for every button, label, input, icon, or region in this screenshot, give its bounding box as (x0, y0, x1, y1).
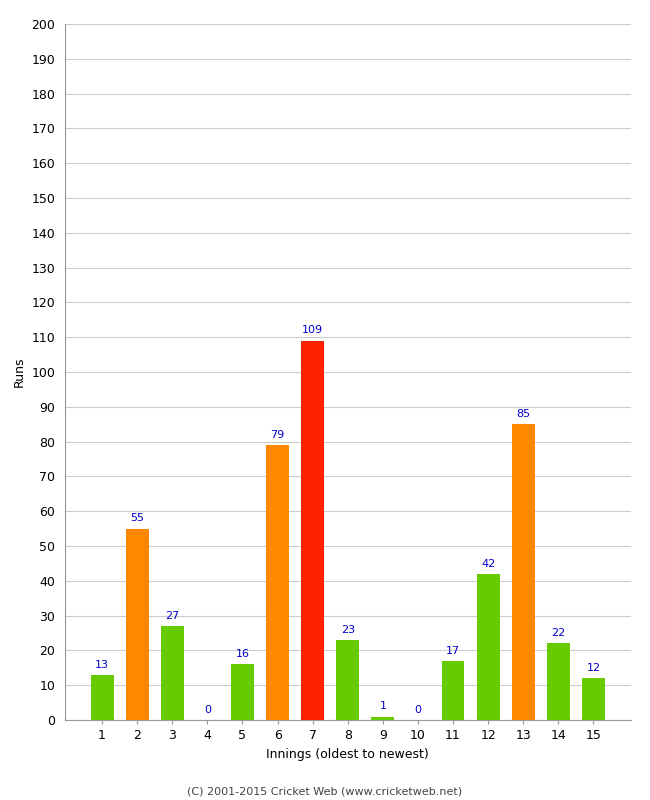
Bar (336, 640, 359, 720)
Bar (371, 717, 395, 720)
Bar (582, 678, 604, 720)
Bar (547, 643, 569, 720)
Text: 17: 17 (446, 646, 460, 656)
Text: 55: 55 (130, 514, 144, 523)
Text: (C) 2001-2015 Cricket Web (www.cricketweb.net): (C) 2001-2015 Cricket Web (www.cricketwe… (187, 786, 463, 796)
Text: 85: 85 (516, 409, 530, 419)
Text: 0: 0 (415, 705, 421, 714)
Bar (301, 341, 324, 720)
Text: 1: 1 (380, 702, 386, 711)
Text: 16: 16 (235, 649, 250, 659)
Bar (441, 661, 465, 720)
Bar (161, 626, 184, 720)
Text: 0: 0 (204, 705, 211, 714)
Text: 42: 42 (481, 558, 495, 569)
Text: 27: 27 (165, 611, 179, 621)
Bar (231, 664, 254, 720)
Text: 109: 109 (302, 326, 323, 335)
Text: 23: 23 (341, 625, 355, 634)
Bar (476, 574, 499, 720)
Bar (91, 674, 114, 720)
Bar (126, 529, 149, 720)
Bar (512, 424, 534, 720)
Bar (266, 445, 289, 720)
Text: 22: 22 (551, 628, 566, 638)
Text: 12: 12 (586, 663, 601, 673)
Text: 79: 79 (270, 430, 285, 440)
Text: 13: 13 (95, 659, 109, 670)
X-axis label: Innings (oldest to newest): Innings (oldest to newest) (266, 747, 429, 761)
Y-axis label: Runs: Runs (13, 357, 26, 387)
